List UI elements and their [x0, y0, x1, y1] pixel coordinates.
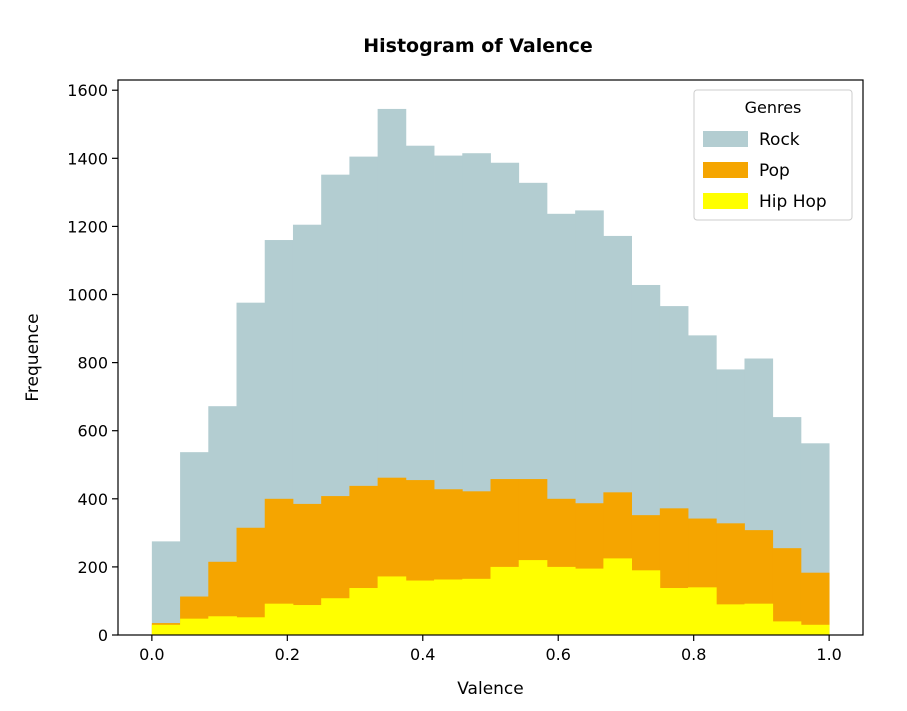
bar-hip-hop-9 [405, 580, 435, 635]
bar-hip-hop-23 [800, 624, 830, 635]
y-axis-ticks: 0 200 400 600 800 1000 1200 1400 1600 [67, 81, 118, 645]
legend-swatch-hip-hop [703, 193, 748, 209]
bar-hip-hop-16 [603, 558, 632, 635]
legend: Genres Rock Pop Hip Hop [693, 89, 853, 221]
y-tick-label-3: 600 [77, 422, 108, 441]
bar-hip-hop-22 [772, 621, 802, 635]
bar-hip-hop-17 [631, 570, 661, 635]
legend-label-pop: Pop [759, 161, 790, 181]
y-tick-label-0: 0 [98, 626, 108, 645]
bar-rock-0 [151, 541, 181, 635]
y-tick-label-5: 1000 [67, 286, 108, 305]
bar-hip-hop-13 [518, 560, 548, 635]
plot-frame [117, 79, 864, 636]
x-tick-label-1: 0.2 [275, 645, 300, 664]
bar-hip-hop-0 [151, 624, 181, 635]
bar-hip-hop-15 [575, 568, 604, 635]
y-tick-label-1: 200 [77, 558, 108, 577]
bar-hip-hop-4 [264, 603, 294, 635]
bar-hip-hop-11 [462, 578, 491, 635]
x-tick-label-2: 0.4 [410, 645, 435, 664]
y-tick-label-4: 800 [77, 354, 108, 373]
bar-hip-hop-19 [688, 587, 717, 635]
legend-title: Genres [745, 98, 802, 117]
x-axis-label: Valence [457, 679, 524, 699]
y-axis-label: Frequence [23, 313, 43, 401]
legend-label-rock: Rock [759, 130, 800, 150]
x-tick-label-5: 1.0 [816, 645, 841, 664]
x-axis-ticks: 0.0 0.2 0.4 0.6 0.8 1.0 [139, 635, 842, 664]
bar-hip-hop-5 [292, 605, 322, 635]
bar-hip-hop-18 [659, 588, 689, 635]
legend-label-hip-hop: Hip Hop [759, 192, 827, 212]
bar-pop-22 [772, 548, 802, 635]
y-tick-label-2: 400 [77, 490, 108, 509]
legend-swatch-rock [703, 131, 748, 147]
bar-hip-hop-3 [236, 617, 266, 635]
x-tick-label-3: 0.6 [546, 645, 571, 664]
histogram-bars [151, 108, 830, 636]
x-tick-label-4: 0.8 [681, 645, 706, 664]
y-tick-label-7: 1400 [67, 149, 108, 168]
bar-hip-hop-14 [546, 566, 576, 635]
legend-entries: Rock Pop Hip Hop [703, 130, 827, 212]
x-tick-label-0: 0.0 [139, 645, 164, 664]
bar-pop-23 [800, 572, 830, 635]
bar-hip-hop-20 [716, 604, 745, 635]
bar-hip-hop-21 [744, 603, 774, 635]
legend-swatch-pop [703, 162, 748, 178]
chart-title: Histogram of Valence [363, 35, 593, 57]
y-tick-label-8: 1600 [67, 81, 108, 100]
legend-box [693, 89, 853, 221]
bar-hip-hop-7 [349, 588, 379, 635]
bar-hip-hop-10 [434, 579, 463, 635]
bar-hip-hop-2 [208, 616, 237, 635]
bar-hip-hop-12 [490, 566, 520, 635]
bar-pop-3 [236, 527, 266, 635]
bar-hip-hop-1 [180, 618, 209, 635]
bar-hip-hop-6 [321, 598, 350, 635]
bar-hip-hop-8 [377, 576, 407, 635]
y-tick-label-6: 1200 [67, 217, 108, 236]
